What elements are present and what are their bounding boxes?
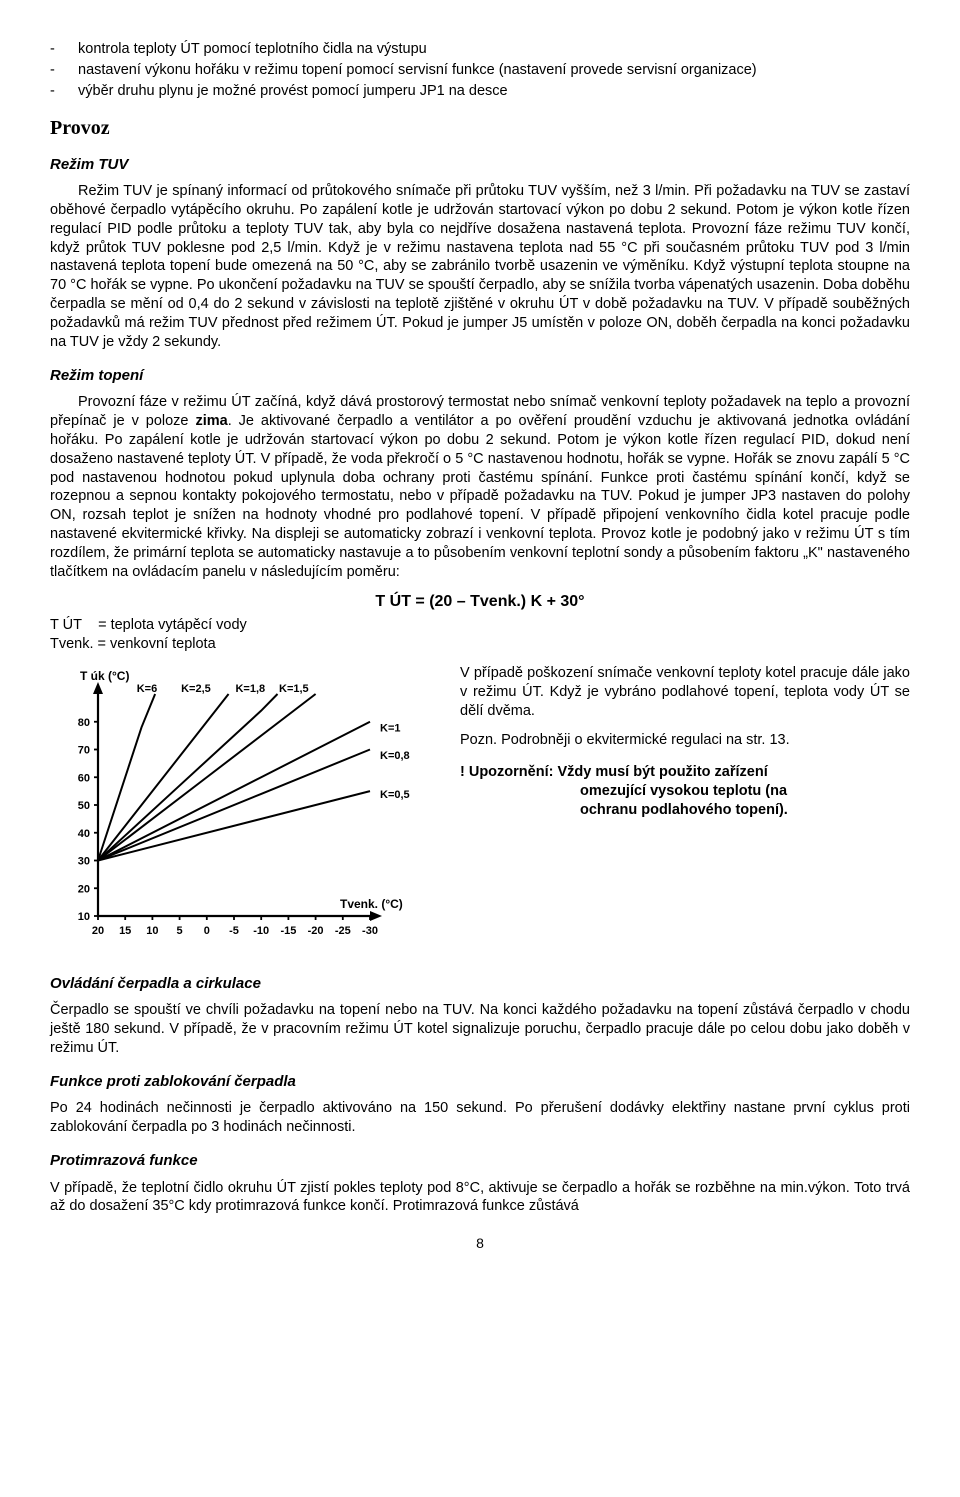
warning-line: ochranu podlahového topení).	[460, 801, 910, 820]
svg-text:K=0,8: K=0,8	[380, 750, 410, 762]
warning-block: ! Upozornění: Vždy musí být použito zaří…	[460, 763, 910, 820]
svg-text:-15: -15	[280, 925, 296, 937]
svg-text:15: 15	[119, 925, 131, 937]
def-label: T ÚT	[50, 617, 82, 633]
svg-text:T úk (°C): T úk (°C)	[80, 669, 129, 683]
variable-definitions: T ÚT = teplota vytápěcí vody Tvenk. = ve…	[50, 616, 910, 654]
sensor-damage-paragraph: V případě poškození snímače venkovní tep…	[460, 664, 910, 721]
bullet-item: nastavení výkonu hořáku v režimu topení …	[78, 61, 910, 80]
svg-text:-20: -20	[308, 925, 324, 937]
ovladani-heading: Ovládání čerpadla a cirkulace	[50, 974, 910, 994]
funkce-zab-paragraph: Po 24 hodinách nečinnosti je čerpadlo ak…	[50, 1099, 910, 1137]
svg-text:50: 50	[78, 800, 90, 812]
svg-text:20: 20	[92, 925, 104, 937]
svg-text:80: 80	[78, 717, 90, 729]
svg-text:K=6: K=6	[137, 683, 158, 695]
ekvitermic-chart: 102030405060708020151050-5-10-15-20-25-3…	[50, 664, 430, 954]
warning-line: Vždy musí být použito zařízení	[557, 764, 767, 780]
right-text-column: V případě poškození snímače venkovní tep…	[460, 664, 910, 960]
svg-text:20: 20	[78, 883, 90, 895]
text-span: . Je aktivované čerpadlo a ventilátor a …	[50, 413, 910, 580]
svg-text:K=1: K=1	[380, 722, 401, 734]
top-bullet-list: kontrola teploty ÚT pomocí teplotního či…	[50, 40, 910, 101]
rezim-topeni-heading: Režim topení	[50, 366, 910, 386]
rezim-tuv-paragraph: Režim TUV je spínaný informací od průtok…	[50, 182, 910, 352]
svg-text:Tvenk. (°C): Tvenk. (°C)	[340, 897, 403, 911]
funkce-zab-heading: Funkce proti zablokování čerpadla	[50, 1072, 910, 1092]
svg-text:-5: -5	[229, 925, 239, 937]
provoz-heading: Provoz	[50, 115, 910, 141]
svg-text:K=0,5: K=0,5	[380, 789, 410, 801]
bullet-item: kontrola teploty ÚT pomocí teplotního či…	[78, 40, 910, 59]
bullet-item: výběr druhu plynu je možné provést pomoc…	[78, 82, 910, 101]
svg-text:K=1,8: K=1,8	[235, 683, 265, 695]
def-text: = venkovní teplota	[98, 636, 216, 652]
protimraz-heading: Protimrazová funkce	[50, 1151, 910, 1171]
def-text: = teplota vytápěcí vody	[98, 617, 247, 633]
svg-text:70: 70	[78, 745, 90, 757]
rezim-tuv-heading: Režim TUV	[50, 155, 910, 175]
chart-text-row: 102030405060708020151050-5-10-15-20-25-3…	[50, 664, 910, 960]
svg-text:K=1,5: K=1,5	[279, 683, 309, 695]
formula-block: T ÚT = (20 – Tvenk.) K + 30°	[50, 592, 910, 613]
svg-text:-25: -25	[335, 925, 351, 937]
warning-line: omezující vysokou teplotu (na	[460, 782, 910, 801]
def-label: Tvenk.	[50, 636, 94, 652]
svg-text:40: 40	[78, 828, 90, 840]
svg-text:10: 10	[146, 925, 158, 937]
page-number: 8	[50, 1234, 910, 1252]
zima-bold: zima	[195, 413, 227, 429]
svg-text:K=2,5: K=2,5	[181, 683, 211, 695]
note-paragraph: Pozn. Podrobněji o ekvitermické regulaci…	[460, 731, 910, 750]
rezim-topeni-paragraph: Provozní fáze v režimu ÚT začíná, když d…	[50, 393, 910, 581]
formula-text: T ÚT = (20 – Tvenk.) K + 30°	[50, 592, 910, 613]
protimraz-paragraph: V případě, že teplotní čidlo okruhu ÚT z…	[50, 1179, 910, 1217]
svg-text:-30: -30	[362, 925, 378, 937]
svg-text:5: 5	[177, 925, 183, 937]
svg-text:10: 10	[78, 911, 90, 923]
svg-text:60: 60	[78, 772, 90, 784]
svg-text:-10: -10	[253, 925, 269, 937]
svg-text:0: 0	[204, 925, 210, 937]
warning-prefix: ! Upozornění:	[460, 764, 557, 780]
chart-container: 102030405060708020151050-5-10-15-20-25-3…	[50, 664, 430, 960]
ovladani-paragraph: Čerpadlo se spouští ve chvíli požadavku …	[50, 1001, 910, 1058]
svg-text:30: 30	[78, 856, 90, 868]
